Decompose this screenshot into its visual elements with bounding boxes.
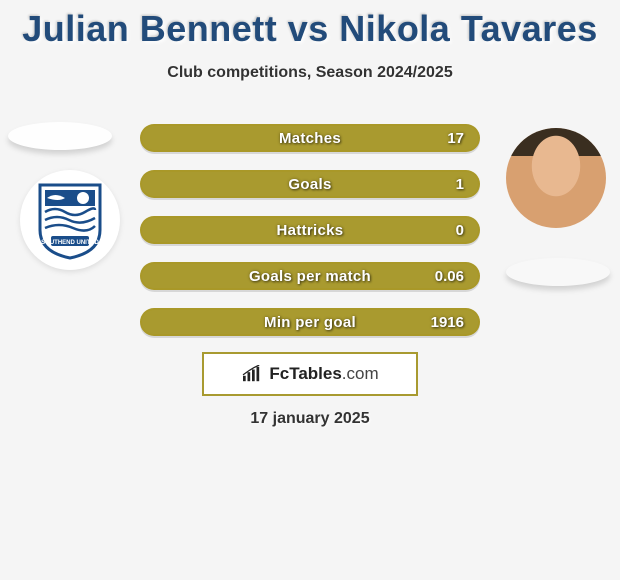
stat-right-value: 0.06 [435,268,464,285]
brand-suffix: .com [342,364,379,383]
stat-label: Min per goal [264,314,356,331]
stat-bar-gpm: Goals per match 0.06 [140,262,480,290]
player-left-ellipse [8,122,112,150]
brand-main: FcTables [269,364,341,383]
stat-bar-goals: Goals 1 [140,170,480,198]
stats-bars: Matches 17 Goals 1 Hattricks 0 Goals per… [140,124,480,354]
stat-bar-mpg: Min per goal 1916 [140,308,480,336]
club-crest-left: SOUTHEND UNITED [20,170,120,270]
page-title: Julian Bennett vs Nikola Tavares [0,0,620,50]
stat-label: Goals [288,176,331,193]
stat-right-value: 17 [447,130,464,147]
player-right-avatar [506,128,606,228]
southend-crest-icon: SOUTHEND UNITED [35,180,105,260]
subtitle: Club competitions, Season 2024/2025 [0,64,620,82]
stat-label: Goals per match [249,268,371,285]
player-right-ellipse [506,258,610,286]
svg-text:SOUTHEND UNITED: SOUTHEND UNITED [41,240,99,246]
brand-text: FcTables.com [269,364,378,384]
avatar-face-icon [506,128,606,228]
stat-bar-matches: Matches 17 [140,124,480,152]
stat-label: Matches [279,130,341,147]
stat-bar-hattricks: Hattricks 0 [140,216,480,244]
stat-right-value: 0 [456,222,464,239]
stat-label: Hattricks [277,222,344,239]
stat-right-value: 1916 [431,314,464,331]
date-line: 17 january 2025 [0,410,620,428]
brand-box: FcTables.com [202,352,418,396]
chart-icon [241,365,263,383]
stat-right-value: 1 [456,176,464,193]
